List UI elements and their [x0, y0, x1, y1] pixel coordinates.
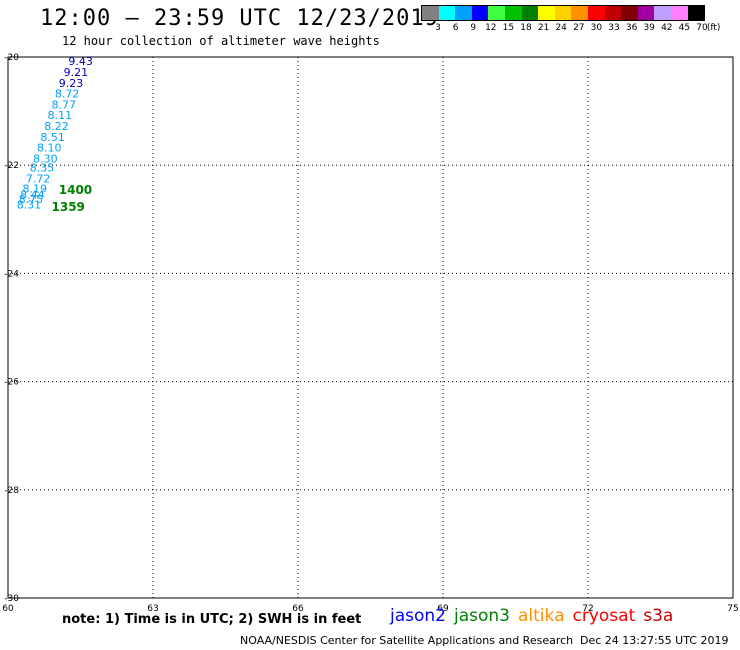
- lon-tick-label: 66: [292, 604, 304, 614]
- satellite-name: cryosat: [572, 606, 636, 626]
- map-grid: [8, 57, 733, 598]
- legend-label: 30: [590, 23, 603, 33]
- wave-height-label: 9.43: [68, 55, 93, 68]
- footer-timestamp: Dec 24 13:27:55 UTC 2019: [580, 634, 729, 647]
- pass-time-label: 1400: [59, 183, 92, 197]
- wave-height-label: 7.72: [26, 173, 50, 186]
- wave-height-label: 8.77: [52, 98, 77, 111]
- legend-swatch: [670, 6, 688, 20]
- lon-tick-label: 60: [2, 604, 14, 614]
- satellite-name: jason2: [390, 606, 446, 626]
- lat-tick-label: -26: [4, 378, 19, 388]
- legend-label: 36: [625, 23, 638, 33]
- legend-swatches: [421, 5, 706, 21]
- wave-height-label: 8.72: [55, 88, 79, 101]
- lon-tick-label: 72: [582, 604, 593, 614]
- wave-height-label: 9.21: [64, 66, 88, 79]
- lat-tick-label: -30: [4, 594, 19, 604]
- map-subtitle: 12 hour collection of altimeter wave hei…: [62, 34, 380, 48]
- wave-height-label: 8.75: [19, 193, 43, 206]
- altimeter-track: 9.439.219.238.728.778.118.228.518.108.30…: [17, 55, 93, 214]
- legend-swatch: [621, 6, 638, 20]
- wave-height-label: 8.22: [44, 120, 69, 133]
- lon-tick-label: 69: [437, 604, 449, 614]
- legend-labels: 3 6 9 12 15 18 21 24 27 30 33 36 39 42 45 70 (ft): [421, 21, 720, 35]
- legend-label: 27: [573, 23, 585, 33]
- wave-height-label: 8.31: [17, 198, 42, 211]
- wave-height-label: 9.23: [59, 77, 84, 90]
- legend-unit: (ft): [706, 23, 721, 33]
- wave-height-label: 8.35: [30, 162, 55, 175]
- legend-swatch: [504, 6, 522, 20]
- wave-height-label: 8.44: [20, 189, 45, 202]
- legend-swatch: [422, 6, 439, 20]
- satellite-legend: jason2 jason3 altika cryosat s3a: [390, 606, 681, 626]
- legend-swatch: [637, 6, 655, 20]
- satellite-name: jason3: [454, 606, 510, 626]
- legend-label: 45: [678, 23, 691, 33]
- pass-time-label: 1359: [52, 200, 85, 214]
- map-frame: [7, 56, 734, 599]
- legend-swatch: [488, 6, 505, 20]
- legend-label: 9: [470, 23, 477, 33]
- legend-label: 6: [452, 23, 459, 33]
- legend-swatch: [571, 6, 588, 20]
- legend-swatch: [538, 6, 555, 20]
- map-tick-labels: 60 63 66 69 72 75 -20 -22 -24 -26 -28 -30: [2, 53, 738, 614]
- satellite-name: altika: [518, 606, 565, 626]
- lon-tick-label: 63: [147, 604, 158, 614]
- wave-height-label: 8.30: [33, 152, 58, 165]
- legend-label: 15: [502, 23, 515, 33]
- legend-swatch: [471, 6, 489, 20]
- lat-tick-label: -20: [4, 53, 19, 63]
- legend-swatch: [455, 6, 472, 20]
- legend-swatch: [554, 6, 572, 20]
- legend-label: 18: [520, 23, 532, 33]
- lon-tick-label: 75: [727, 604, 738, 614]
- legend-label: 3: [435, 23, 441, 33]
- lat-tick-label: -24: [4, 269, 19, 279]
- legend-swatch: [587, 6, 605, 20]
- legend-label: 39: [643, 23, 655, 33]
- footer-note: note: 1) Time is in UTC; 2) SWH is in fe…: [62, 612, 362, 627]
- wave-height-label: 8.19: [23, 182, 48, 195]
- wave-height-label: 8.51: [40, 131, 64, 144]
- footer-credit: NOAA/NESDIS Center for Satellite Applica…: [240, 634, 574, 647]
- wave-height-label: 8.11: [48, 109, 72, 122]
- legend-label: 42: [661, 23, 673, 33]
- wave-height-label: 8.10: [37, 142, 62, 155]
- legend-label: 33: [608, 23, 620, 33]
- lat-tick-label: -28: [4, 486, 19, 496]
- legend-swatch: [438, 6, 456, 20]
- wave-height-legend: 3 6 9 12 15 18 21 24 27 30 33 36 39 42 45 70 (ft): [421, 5, 720, 35]
- map-title: 12:00 – 23:59 UTC 12/23/2019: [40, 6, 439, 31]
- legend-label: 12: [485, 23, 497, 33]
- legend-swatch: [604, 6, 622, 20]
- lat-tick-label: -22: [4, 161, 19, 171]
- legend-swatch: [654, 6, 671, 20]
- legend-label: 21: [537, 23, 550, 33]
- legend-label: 24: [555, 23, 567, 33]
- legend-swatch: [521, 6, 539, 20]
- legend-label: 70: [696, 23, 708, 33]
- legend-swatch: [687, 6, 705, 20]
- satellite-name: s3a: [643, 606, 674, 626]
